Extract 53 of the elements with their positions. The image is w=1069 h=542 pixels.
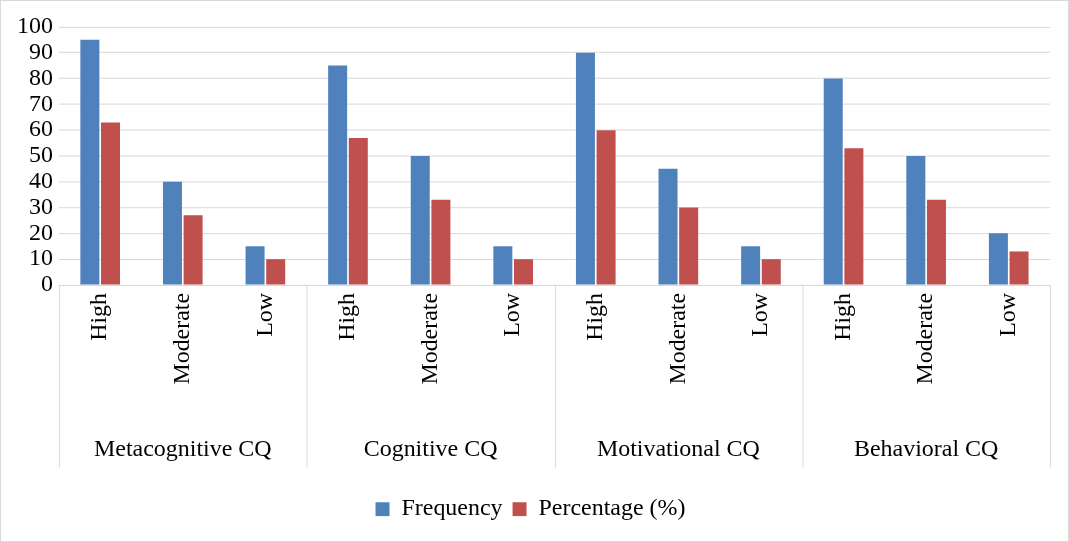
bar (183, 215, 203, 285)
bar (101, 122, 121, 285)
y-tick-label: 70 (28, 89, 53, 116)
x-tick-label: Moderate (415, 292, 442, 385)
y-tick-label: 90 (28, 38, 53, 64)
bar (266, 259, 286, 285)
y-tick-label: 50 (28, 141, 53, 168)
bar (1009, 251, 1029, 285)
bar (596, 130, 616, 285)
y-tick-label: 0 (40, 270, 53, 297)
text: Motivational CQ (596, 434, 760, 461)
bar (926, 199, 946, 285)
legend-label: Percentage (%) (538, 494, 686, 521)
y-tick-label: 100 (16, 12, 53, 39)
bar (245, 246, 265, 285)
x-tick-label: Low (994, 292, 1021, 337)
x-tick-label: High (828, 292, 855, 341)
bar (823, 78, 843, 285)
bar (162, 181, 182, 285)
x-tick-label: Moderate (168, 292, 195, 385)
x-tick-label: High (333, 292, 360, 341)
x-tick-label: Low (746, 292, 773, 337)
y-tick-label: 80 (28, 63, 53, 90)
y-tick-label: 20 (28, 218, 53, 245)
bar (658, 168, 678, 285)
bar (988, 233, 1008, 285)
x-tick-label: High (85, 292, 112, 341)
bar (80, 39, 100, 285)
bar (906, 155, 926, 285)
x-tick-label: Moderate (911, 292, 938, 385)
bar (493, 246, 513, 285)
bar (513, 259, 533, 285)
bar (741, 246, 761, 285)
y-tick-label: 30 (28, 192, 53, 219)
bar (575, 52, 595, 285)
legend-label: Frequency (401, 494, 503, 521)
text: Metacognitive CQ (94, 434, 272, 461)
y-tick-label: 10 (28, 244, 53, 271)
x-tick-label: High (581, 292, 608, 341)
bar (679, 207, 699, 285)
bar (410, 155, 430, 285)
y-tick-label: 60 (28, 115, 53, 142)
bar (761, 259, 781, 285)
x-tick-label: Low (498, 292, 525, 337)
bar (431, 199, 451, 285)
text: Behavioral CQ (853, 434, 999, 461)
y-tick-label: 40 (28, 167, 53, 194)
bar (844, 148, 864, 285)
text: Cognitive CQ (363, 434, 498, 461)
x-tick-label: Moderate (663, 292, 690, 385)
x-tick-label: Low (250, 292, 277, 337)
bar (348, 137, 368, 285)
bar (328, 65, 348, 285)
